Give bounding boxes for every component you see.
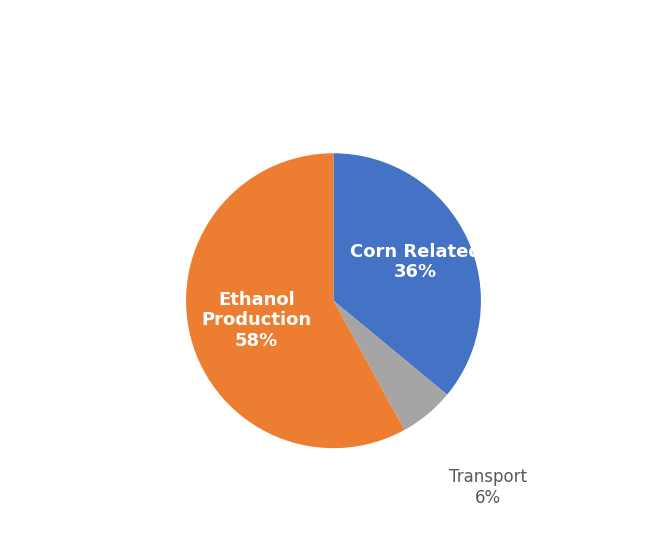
Wedge shape [186, 153, 404, 448]
Text: Corn Related
36%: Corn Related 36% [350, 243, 481, 281]
Wedge shape [334, 153, 481, 395]
Text: 6%: 6% [475, 489, 501, 506]
Wedge shape [334, 301, 447, 430]
Text: Transport: Transport [449, 468, 527, 486]
Text: Ethanol
Production
58%: Ethanol Production 58% [201, 291, 311, 350]
